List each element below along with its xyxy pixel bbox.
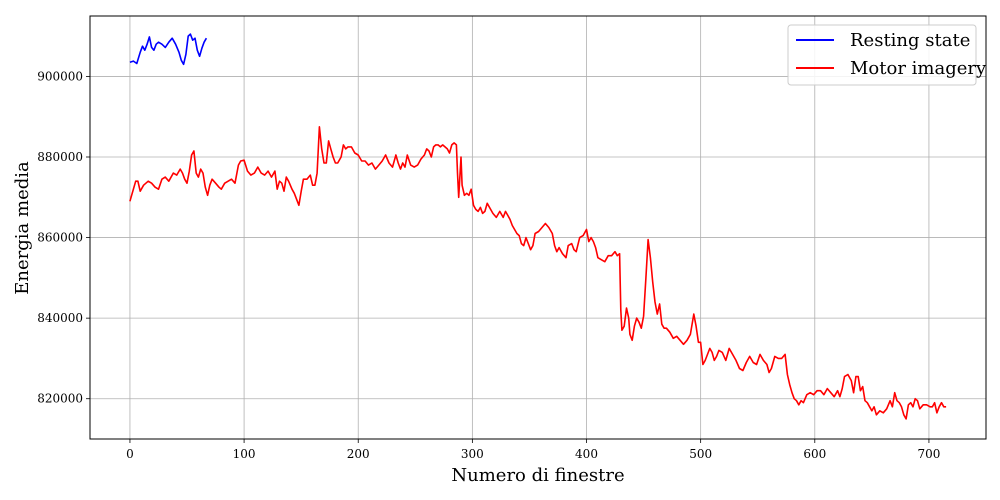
legend: Resting state Motor imagery	[787, 24, 987, 86]
x-tick-label: 100	[233, 447, 256, 461]
series-line-resting-state	[129, 33, 208, 66]
x-tick-label: 700	[917, 447, 940, 461]
x-tick-label: 300	[461, 447, 484, 461]
y-tick-label: 880000	[37, 150, 83, 164]
x-tick-label: 400	[575, 447, 598, 461]
series-layer	[129, 33, 947, 420]
legend-box	[787, 24, 977, 86]
y-tick-label: 900000	[37, 69, 83, 83]
y-tick-label: 860000	[37, 231, 83, 245]
legend-label: Motor imagery	[850, 58, 987, 79]
legend-label: Resting state	[850, 30, 970, 51]
ticks: 0 100 200 300 400 500 600 700 820000 840000 860000…	[37, 69, 940, 461]
y-axis-title: Energia media	[12, 161, 33, 295]
plot-frame	[89, 15, 987, 440]
series-line-motor-imagery	[129, 126, 947, 420]
x-tick-label: 200	[347, 447, 370, 461]
x-tick-label: 500	[689, 447, 712, 461]
x-tick-label: 0	[126, 447, 134, 461]
y-tick-label: 840000	[37, 311, 83, 325]
y-tick-label: 820000	[37, 392, 83, 406]
x-axis-title: Numero di finestre	[451, 465, 624, 486]
x-tick-label: 600	[803, 447, 826, 461]
grid	[90, 16, 986, 439]
